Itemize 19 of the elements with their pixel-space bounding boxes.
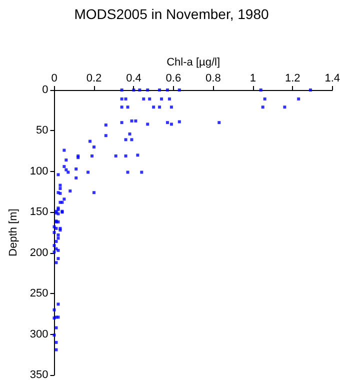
- x-tick-label: 0.4: [126, 72, 142, 84]
- x-tick-label: 0: [51, 72, 58, 84]
- y-tick-label: 50: [36, 124, 48, 137]
- x-tick-label: 1: [250, 72, 256, 84]
- chart-title: MODS2005 in November, 1980: [74, 6, 269, 22]
- x-tick-label: 0.8: [206, 72, 221, 84]
- y-tick-label: 350: [30, 369, 48, 381]
- y-tick-label: 0: [42, 84, 48, 96]
- x-tick-label: 1.4: [324, 72, 340, 84]
- y-tick-label: 300: [30, 328, 48, 340]
- y-tick-label: 250: [30, 288, 48, 300]
- x-tick-label: 0.6: [166, 72, 182, 84]
- y-tick-label: 100: [30, 165, 48, 178]
- x-axis-title: Chl-a [µg/l]: [166, 56, 220, 68]
- y-tick-label: 150: [30, 206, 48, 218]
- x-tick-label: 1.2: [284, 72, 300, 84]
- y-axis-title: Depth [m]: [8, 208, 20, 256]
- y-tick-label: 200: [30, 246, 48, 259]
- x-tick-label: 0.2: [86, 72, 102, 84]
